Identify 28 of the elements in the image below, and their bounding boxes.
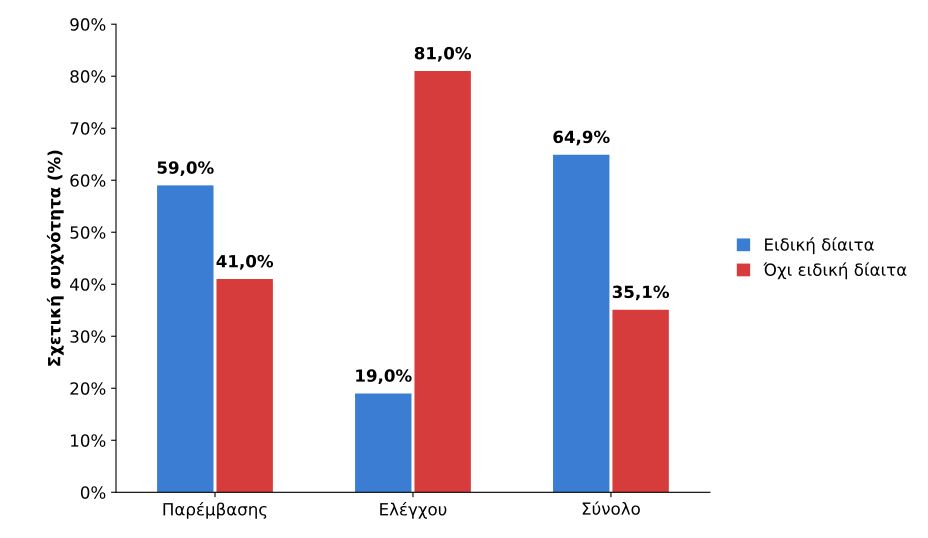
data-label: 64,9%: [553, 130, 610, 146]
y-axis-title: Σχετική συχνότητα (%): [46, 150, 64, 366]
bar: [355, 393, 412, 492]
y-tick-label: 40%: [70, 278, 106, 291]
y-tick-label: 10%: [71, 434, 106, 447]
x-tick-label: Ελέγχου: [380, 502, 446, 519]
bar: [157, 185, 214, 492]
data-label: 81,0%: [414, 46, 472, 62]
bar: [553, 154, 610, 492]
y-tick-label: 30%: [70, 330, 106, 343]
legend-label: Ειδική δίαιτα: [765, 237, 874, 254]
data-label: 35,1%: [612, 286, 670, 300]
y-tick-label: 80%: [70, 70, 106, 83]
data-label: 19,0%: [356, 369, 412, 384]
data-label: 59,0%: [158, 161, 214, 176]
x-tick-label: Παρέμβασης: [164, 502, 266, 519]
bar: [216, 279, 273, 492]
bar: [414, 71, 471, 492]
y-tick-label: 50%: [70, 226, 106, 239]
legend-label: Όχι ειδική δίαιτα: [763, 262, 906, 280]
bar: [612, 310, 669, 492]
y-tick-label: 0%: [80, 486, 106, 499]
y-tick-label: 90%: [70, 18, 106, 31]
data-label: 41,0%: [216, 254, 274, 270]
y-tick-label: 60%: [70, 174, 106, 187]
x-tick-label: Σύνολο: [582, 501, 640, 515]
y-tick-label: 20%: [70, 382, 106, 395]
y-tick-label: 70%: [70, 122, 106, 135]
